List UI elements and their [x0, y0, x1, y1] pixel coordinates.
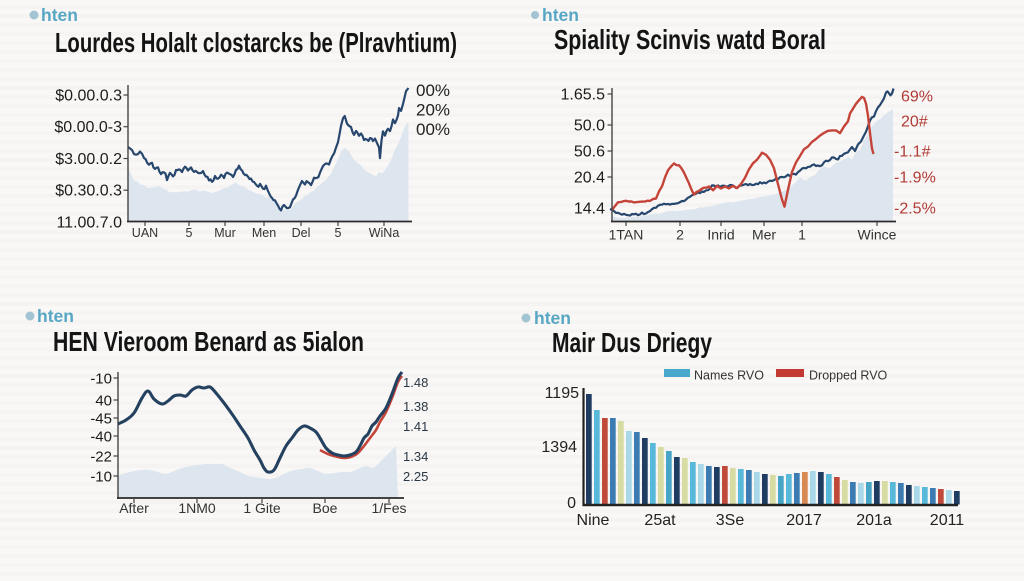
svg-text:Del: Del: [292, 226, 311, 240]
svg-text:2: 2: [676, 227, 684, 243]
svg-text:Dropped RVO: Dropped RVO: [809, 369, 888, 383]
svg-text:20#: 20#: [901, 114, 928, 131]
svg-text:2017: 2017: [786, 512, 822, 529]
svg-text:11.00.7.0: 11.00.7.0: [56, 215, 122, 232]
svg-text:3Se: 3Se: [716, 512, 745, 529]
svg-text:-2.5%: -2.5%: [894, 201, 936, 218]
svg-text:1 Gite: 1 Gite: [243, 500, 281, 516]
svg-text:HEN Vieroom Benard as 5ialon: HEN Vieroom Benard as 5ialon: [53, 326, 364, 357]
svg-text:-10: -10: [90, 371, 112, 388]
svg-text:1195: 1195: [545, 385, 580, 402]
svg-text:1.38: 1.38: [403, 399, 428, 414]
svg-text:00%: 00%: [416, 81, 450, 100]
svg-text:Names RVO: Names RVO: [694, 369, 764, 383]
svg-text:Lourdes Holalt clostarcks be (: Lourdes Holalt clostarcks be (Plravhtium…: [55, 27, 457, 58]
svg-text:$0.00.0.3: $0.00.0.3: [55, 88, 122, 105]
svg-text:-1.9%: -1.9%: [894, 170, 936, 187]
svg-text:Wince: Wince: [858, 227, 897, 243]
svg-text:69%: 69%: [901, 89, 933, 106]
svg-text:$0.30.0.3: $0.30.0.3: [55, 183, 122, 200]
svg-text:1.41: 1.41: [403, 419, 428, 434]
svg-text:$3.00.0.2: $3.00.0.2: [55, 151, 122, 168]
svg-text:1.65.5: 1.65.5: [561, 87, 606, 104]
svg-text:1.34: 1.34: [403, 449, 428, 464]
svg-text:hten: hten: [542, 5, 579, 25]
svg-text:2.25: 2.25: [403, 469, 428, 484]
svg-text:hten: hten: [534, 308, 571, 328]
svg-text:Boe: Boe: [313, 500, 338, 516]
svg-text:1TAN: 1TAN: [609, 227, 644, 243]
svg-text:1.48: 1.48: [403, 375, 428, 390]
svg-text:$0.00.0-3: $0.00.0-3: [54, 119, 122, 136]
svg-text:1NM0: 1NM0: [178, 500, 216, 516]
svg-text:-40: -40: [90, 429, 112, 446]
svg-text:-10: -10: [90, 469, 112, 486]
svg-text:-22: -22: [90, 449, 112, 466]
svg-text:1: 1: [798, 227, 806, 243]
svg-text:Men: Men: [252, 226, 276, 240]
svg-text:0: 0: [567, 495, 576, 512]
svg-text:Mur: Mur: [214, 226, 236, 240]
svg-text:14.4: 14.4: [574, 201, 605, 218]
svg-text:hten: hten: [41, 5, 78, 25]
svg-text:5: 5: [335, 226, 342, 240]
svg-text:50.6: 50.6: [574, 144, 605, 161]
svg-text:50.0: 50.0: [574, 118, 605, 135]
svg-text:5: 5: [186, 226, 193, 240]
svg-text:UAN: UAN: [132, 226, 158, 240]
svg-text:hten: hten: [37, 306, 74, 326]
svg-text:2011: 2011: [930, 512, 965, 529]
svg-text:Mair Dus Driegy: Mair Dus Driegy: [552, 327, 712, 358]
svg-text:20.4: 20.4: [574, 170, 605, 187]
svg-text:After: After: [119, 500, 149, 516]
svg-text:1/Fes: 1/Fes: [371, 500, 406, 516]
svg-text:Mer: Mer: [752, 227, 776, 243]
svg-text:1394: 1394: [541, 439, 577, 456]
svg-text:-1.1#: -1.1#: [894, 144, 931, 161]
svg-text:201a: 201a: [856, 512, 892, 529]
svg-text:25at: 25at: [644, 512, 676, 529]
svg-text:Inrid: Inrid: [707, 227, 734, 243]
svg-text:-45: -45: [90, 411, 112, 428]
svg-text:WiNa: WiNa: [369, 226, 400, 240]
svg-text:40: 40: [95, 393, 112, 410]
svg-text:Nine: Nine: [577, 512, 610, 529]
svg-text:Spiality Scinvis watd Boral: Spiality Scinvis watd Boral: [554, 24, 826, 55]
svg-text:20%: 20%: [416, 101, 450, 120]
svg-text:00%: 00%: [416, 120, 450, 139]
